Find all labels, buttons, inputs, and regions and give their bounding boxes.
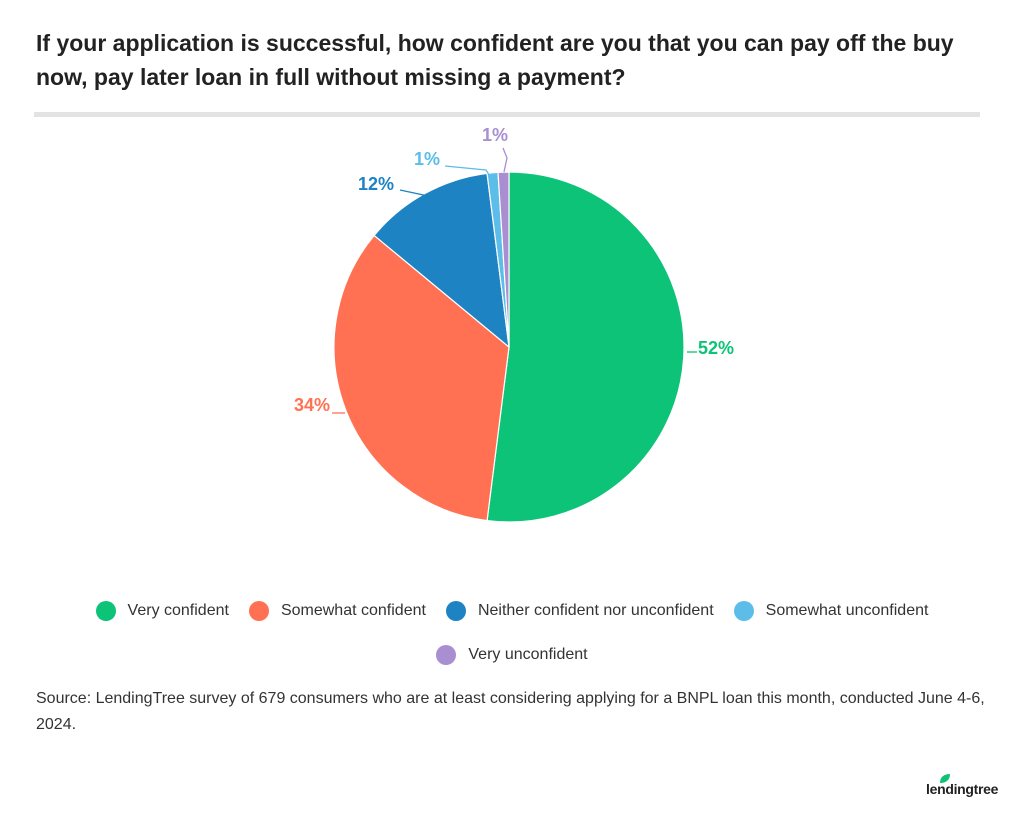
legend-swatch [95, 601, 116, 621]
leader-line-3 [444, 165, 492, 179]
legend-swatch [445, 601, 466, 621]
legend-label: Somewhat confident [280, 602, 426, 619]
data-label-0: 52% [698, 338, 734, 358]
legend-item: Somewhat confident [248, 601, 426, 621]
pie-slice-very-unconfident [497, 171, 510, 348]
pie-chart: 52% 34% 12% 1% 1% [294, 125, 734, 523]
brand-logo: lendingtree [926, 774, 999, 797]
legend-item: Very unconfident [436, 645, 588, 665]
chart-title: If your application is successful, how c… [36, 30, 954, 90]
legend-label: Very unconfident [468, 646, 588, 663]
legend-swatch [248, 601, 269, 621]
legend-label: Somewhat unconfident [765, 602, 929, 619]
legend-swatch [436, 645, 457, 665]
legend-item: Neither confident nor unconfident [445, 601, 714, 621]
legend-swatch [733, 601, 754, 621]
data-label-3: 1% [414, 149, 440, 169]
pie-slice-neither-confident-nor-unconfident [373, 172, 510, 349]
data-label-4: 1% [482, 125, 508, 145]
source-note: Source: LendingTree survey of 679 consum… [36, 690, 985, 733]
brand-name: lendingtree [926, 781, 999, 797]
leader-line-4 [502, 147, 508, 173]
pie-slice-very-confident [486, 171, 685, 523]
legend-label: Neither confident nor unconfident [477, 602, 714, 619]
data-label-1: 34% [294, 395, 330, 415]
legend-item: Very confident [95, 601, 229, 621]
legend-item: Somewhat unconfident [733, 601, 929, 621]
leader-line-2 [399, 189, 435, 205]
leaf-icon [940, 774, 950, 783]
legend: Very confident Somewhat confident Neither … [0, 596, 1024, 684]
legend-label: Very confident [127, 602, 229, 619]
pie-slice-somewhat-confident [333, 234, 510, 522]
data-label-2: 12% [358, 174, 394, 194]
title-divider [34, 112, 980, 117]
